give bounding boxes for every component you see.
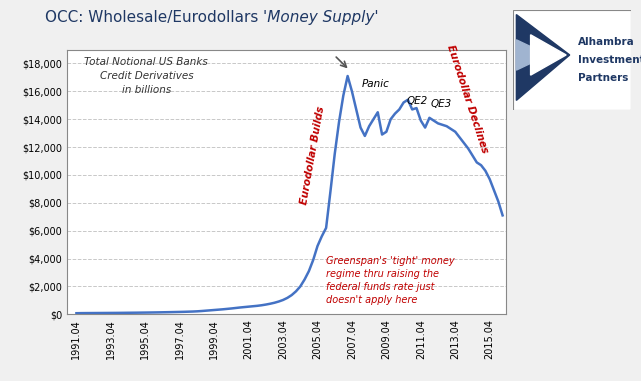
Text: Investment: Investment [578,55,641,65]
Polygon shape [517,40,549,70]
Text: Eurodollar Builds: Eurodollar Builds [299,106,326,206]
Text: Total Notional US Banks
Credit Derivatives
in billions: Total Notional US Banks Credit Derivativ… [85,58,208,96]
Text: Alhambra: Alhambra [578,37,635,47]
Text: OCC: Wholesale/Eurodollars: OCC: Wholesale/Eurodollars [45,10,263,24]
FancyBboxPatch shape [513,10,631,110]
Text: QE3: QE3 [431,99,452,109]
Polygon shape [517,14,570,101]
Text: Panic: Panic [362,79,390,89]
Text: Greenspan's 'tight' money
regime thru raising the
federal funds rate just
doesn': Greenspan's 'tight' money regime thru ra… [326,256,454,306]
Text: Eurodollar Declines: Eurodollar Declines [445,43,490,154]
Polygon shape [531,35,566,75]
Text: Partners: Partners [578,73,628,83]
Text: QE2: QE2 [406,96,428,106]
Text: 'Money Supply': 'Money Supply' [263,10,378,24]
